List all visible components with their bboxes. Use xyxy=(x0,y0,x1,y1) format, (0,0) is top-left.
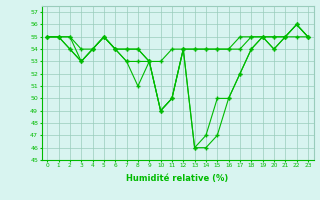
X-axis label: Humidité relative (%): Humidité relative (%) xyxy=(126,174,229,183)
